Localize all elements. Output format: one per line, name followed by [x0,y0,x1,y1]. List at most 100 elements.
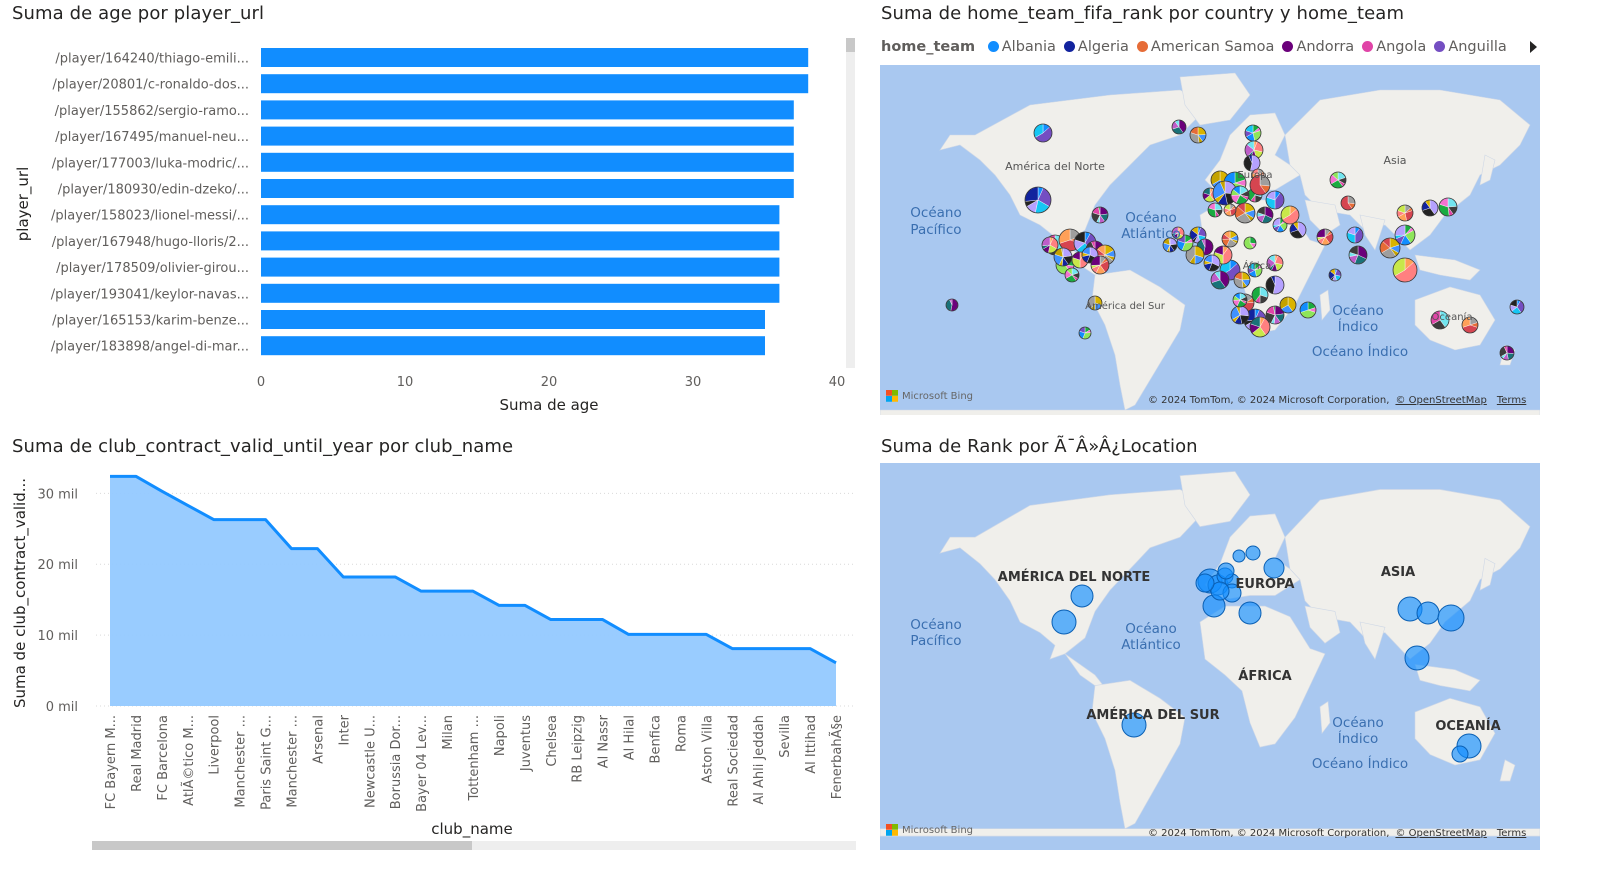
legend-item-4[interactable]: Angola [1362,39,1426,55]
map1-pie-marker[interactable] [1316,228,1334,246]
bar[interactable] [261,152,794,172]
map1-canvas[interactable]: América del Norte Asia Europa África Amé… [880,65,1540,415]
bar[interactable] [261,336,765,356]
map1-pie-marker[interactable] [1249,174,1271,196]
legend-item-2[interactable]: American Samoa [1136,39,1274,55]
map1-pie-marker[interactable] [1280,205,1300,225]
map1-pie-marker[interactable] [1289,221,1307,239]
map1-pie-marker[interactable] [1230,305,1250,325]
map1-pie-marker[interactable] [1176,234,1194,252]
map2-bubble-marker[interactable] [1238,601,1262,625]
map1-pie-marker[interactable] [1265,275,1285,295]
map1-pie-marker[interactable] [1234,202,1256,224]
bar[interactable] [261,231,780,251]
map2-bubble-marker[interactable] [1121,712,1147,738]
bar[interactable] [261,310,765,329]
map1-pie-marker[interactable] [1421,199,1439,217]
bar[interactable] [261,74,809,94]
area-chart-scrollbar[interactable] [92,841,856,850]
map1-pie-marker[interactable] [1053,247,1073,267]
area-chart-scrollbar-thumb[interactable] [92,841,472,850]
map1-pie-marker[interactable] [1233,271,1251,289]
map1-pie-marker[interactable] [1244,124,1262,142]
map2-bubble-marker[interactable] [1245,545,1261,561]
area-chart[interactable]: 0 mil 10 mil 20 mil 30 mil FC Bayern M... Rea… [0,465,865,845]
map1-pie-marker[interactable] [1087,295,1103,311]
legend-item-1[interactable]: Algeria [1063,39,1129,55]
map2-bubble-marker[interactable] [1195,573,1215,593]
map1-pie-marker[interactable] [1210,270,1230,290]
map1-pie-marker[interactable] [1346,226,1364,244]
map1-pie-marker[interactable] [1265,190,1285,210]
map1-pie-marker[interactable] [1392,257,1418,283]
map1-pie-marker[interactable] [1279,296,1297,314]
map1-pie-marker[interactable] [1243,154,1261,172]
map2-bubble-marker[interactable] [1416,601,1440,625]
map2-bubble-marker[interactable] [1263,557,1285,579]
map1-pie-marker[interactable] [1396,204,1414,222]
map1-pie-marker[interactable] [1244,140,1264,160]
map1-pie-marker[interactable] [1230,185,1250,205]
bar[interactable] [261,179,794,198]
map1-pie-marker[interactable] [1265,305,1285,325]
bar-chart-scrollbar-thumb[interactable] [846,38,855,52]
map2-bubble-marker[interactable] [1070,584,1094,608]
map1-pie-marker[interactable] [1299,301,1317,319]
map1-pie-marker[interactable] [1249,316,1271,338]
map1-pie-marker[interactable] [1430,310,1450,330]
map2-terms-link[interactable]: Terms [1496,828,1527,839]
map2-bubble-marker[interactable] [1232,549,1246,563]
map1-osm-link[interactable]: © OpenStreetMap [1395,395,1487,406]
map1-pie-marker[interactable] [1394,224,1416,246]
map1-pie-marker[interactable] [1171,226,1185,240]
map1-pie-marker[interactable] [1041,236,1059,254]
map1-pie-marker[interactable] [1461,316,1479,334]
map2-bubble-marker[interactable] [1437,604,1465,632]
map1-pie-marker[interactable] [1162,237,1178,253]
map1-pie-marker[interactable] [1499,345,1515,361]
map2-bubble-marker[interactable] [1451,745,1469,763]
map2-bubble-marker[interactable] [1051,609,1077,635]
map1-pie-marker[interactable] [1064,267,1080,283]
map1-pie-marker[interactable] [1379,237,1401,259]
map1-pie-marker[interactable] [1232,292,1248,308]
map1-pie-marker[interactable] [1509,299,1525,315]
map1-pie-marker[interactable] [1223,203,1237,217]
map1-pie-marker[interactable] [1329,171,1347,189]
map1-pie-marker[interactable] [1024,186,1052,214]
map1-pie-marker[interactable] [1171,119,1187,135]
bar[interactable] [261,100,794,120]
map1-pie-marker[interactable] [1203,254,1221,272]
map2-bubble-marker[interactable] [1210,581,1230,601]
map1-pie-marker[interactable] [945,298,959,312]
bar-chart-scrollbar[interactable] [846,38,855,368]
map1-pie-marker[interactable] [1207,202,1223,218]
bar[interactable] [261,126,794,146]
map1-pie-marker[interactable] [1328,268,1342,282]
area-line[interactable] [110,474,837,665]
map1-pie-marker[interactable] [1090,255,1110,275]
map1-pie-marker[interactable] [1348,245,1368,265]
map1-pie-marker[interactable] [1091,206,1109,224]
bar[interactable] [261,205,780,225]
bar[interactable] [261,283,780,303]
map2-osm-link[interactable]: © OpenStreetMap [1395,828,1487,839]
legend-item-3[interactable]: Andorra [1282,39,1354,55]
map1-pie-marker[interactable] [1340,195,1356,211]
map1-pie-marker[interactable] [1221,230,1239,248]
map1-pie-marker[interactable] [1078,326,1092,340]
bar[interactable] [261,48,809,67]
legend-item-0[interactable]: Albania [987,39,1056,55]
map2-bubble-marker[interactable] [1217,562,1235,580]
map1-pie-marker[interactable] [1033,123,1053,143]
map1-pie-marker[interactable] [1189,126,1207,144]
legend-item-5[interactable]: Anguilla [1434,39,1507,55]
legend-next-arrow[interactable] [1530,41,1537,53]
map1-pie-marker[interactable] [1266,254,1284,272]
map1-pie-marker[interactable] [1247,262,1263,278]
map1-pie-marker[interactable] [1256,206,1274,224]
map1-pie-marker[interactable] [1243,236,1257,250]
bar-chart[interactable]: /player/164240/thiago-emili... /player/20… [0,30,860,420]
map1-terms-link[interactable]: Terms [1496,395,1527,406]
map1-pie-marker[interactable] [1251,286,1269,304]
